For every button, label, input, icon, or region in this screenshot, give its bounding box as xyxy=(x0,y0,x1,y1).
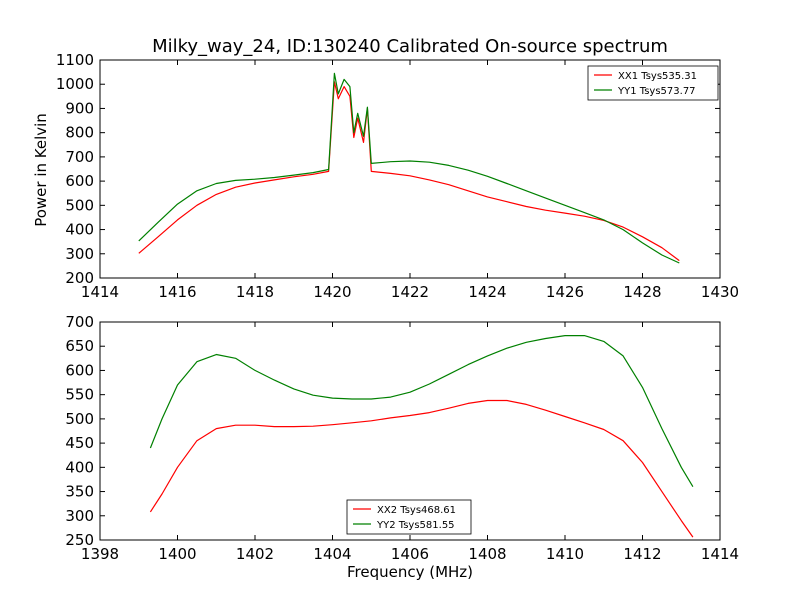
y-tick-label: 700 xyxy=(65,148,94,166)
x-tick-label: 1414 xyxy=(81,283,119,301)
y-tick-label: 900 xyxy=(65,99,94,117)
x-tick-label: 1406 xyxy=(391,545,429,563)
y-tick-label: 600 xyxy=(65,361,94,379)
x-tick-label: 1412 xyxy=(623,545,661,563)
y-tick-label: 700 xyxy=(65,313,94,331)
y-tick-label: 450 xyxy=(65,434,94,452)
x-axis-label-bottom: Frequency (MHz) xyxy=(347,563,473,581)
x-tick-label: 1404 xyxy=(313,545,351,563)
y-tick-label: 1100 xyxy=(56,51,94,69)
series-line-2 xyxy=(138,72,680,264)
series-line-2 xyxy=(149,335,694,488)
y-tick-label: 500 xyxy=(65,196,94,214)
y-tick-label: 200 xyxy=(65,269,94,287)
x-tick-label: 1426 xyxy=(546,283,584,301)
chart-title: Milky_way_24, ID:130240 Calibrated On-so… xyxy=(152,36,668,57)
x-tick-label: 1416 xyxy=(158,283,196,301)
y-tick-label: 250 xyxy=(65,531,94,549)
y-tick-label: 500 xyxy=(65,410,94,428)
series-line-1 xyxy=(149,399,694,538)
y-tick-label: 300 xyxy=(65,507,94,525)
x-tick-label: 1428 xyxy=(623,283,661,301)
x-tick-label: 1420 xyxy=(313,283,351,301)
bottom-panel: 1398 1400 1402 1404 1406 1408 1410 1412 1414 250 3… xyxy=(65,313,739,563)
legend-label-2: YY2 Tsys581.55 xyxy=(376,520,455,531)
legend-label-2: YY1 Tsys573.77 xyxy=(617,86,696,97)
x-tick-label: 1400 xyxy=(158,545,196,563)
x-tick-label: 1418 xyxy=(236,283,274,301)
y-tick-label: 550 xyxy=(65,386,94,404)
y-tick-label: 600 xyxy=(65,172,94,190)
y-tick-label: 400 xyxy=(65,221,94,239)
x-tick-label: 1410 xyxy=(546,545,584,563)
y-tick-label: 1000 xyxy=(56,75,94,93)
y-tick-label: 300 xyxy=(65,245,94,263)
top-panel: 1414 1416 1418 1420 1422 1424 1426 1428 1430 200 3… xyxy=(56,51,739,301)
y-tick-label: 350 xyxy=(65,483,94,501)
y-tick-label: 400 xyxy=(65,458,94,476)
x-tick-label: 1414 xyxy=(701,545,739,563)
x-tick-label: 1408 xyxy=(468,545,506,563)
legend-label-1: XX1 Tsys535.31 xyxy=(618,71,697,82)
x-tick-label: 1430 xyxy=(701,283,739,301)
y-axis-label-top: Power in Kelvin xyxy=(32,113,50,227)
legend-box xyxy=(346,499,472,535)
x-tick-label: 1402 xyxy=(236,545,274,563)
y-tick-label: 650 xyxy=(65,337,94,355)
y-tick-label: 800 xyxy=(65,124,94,142)
x-tick-label: 1424 xyxy=(468,283,506,301)
x-tick-label: 1398 xyxy=(81,545,119,563)
legend-label-1: XX2 Tsys468.61 xyxy=(377,505,456,516)
legend-box xyxy=(587,65,719,101)
x-tick-label: 1422 xyxy=(391,283,429,301)
